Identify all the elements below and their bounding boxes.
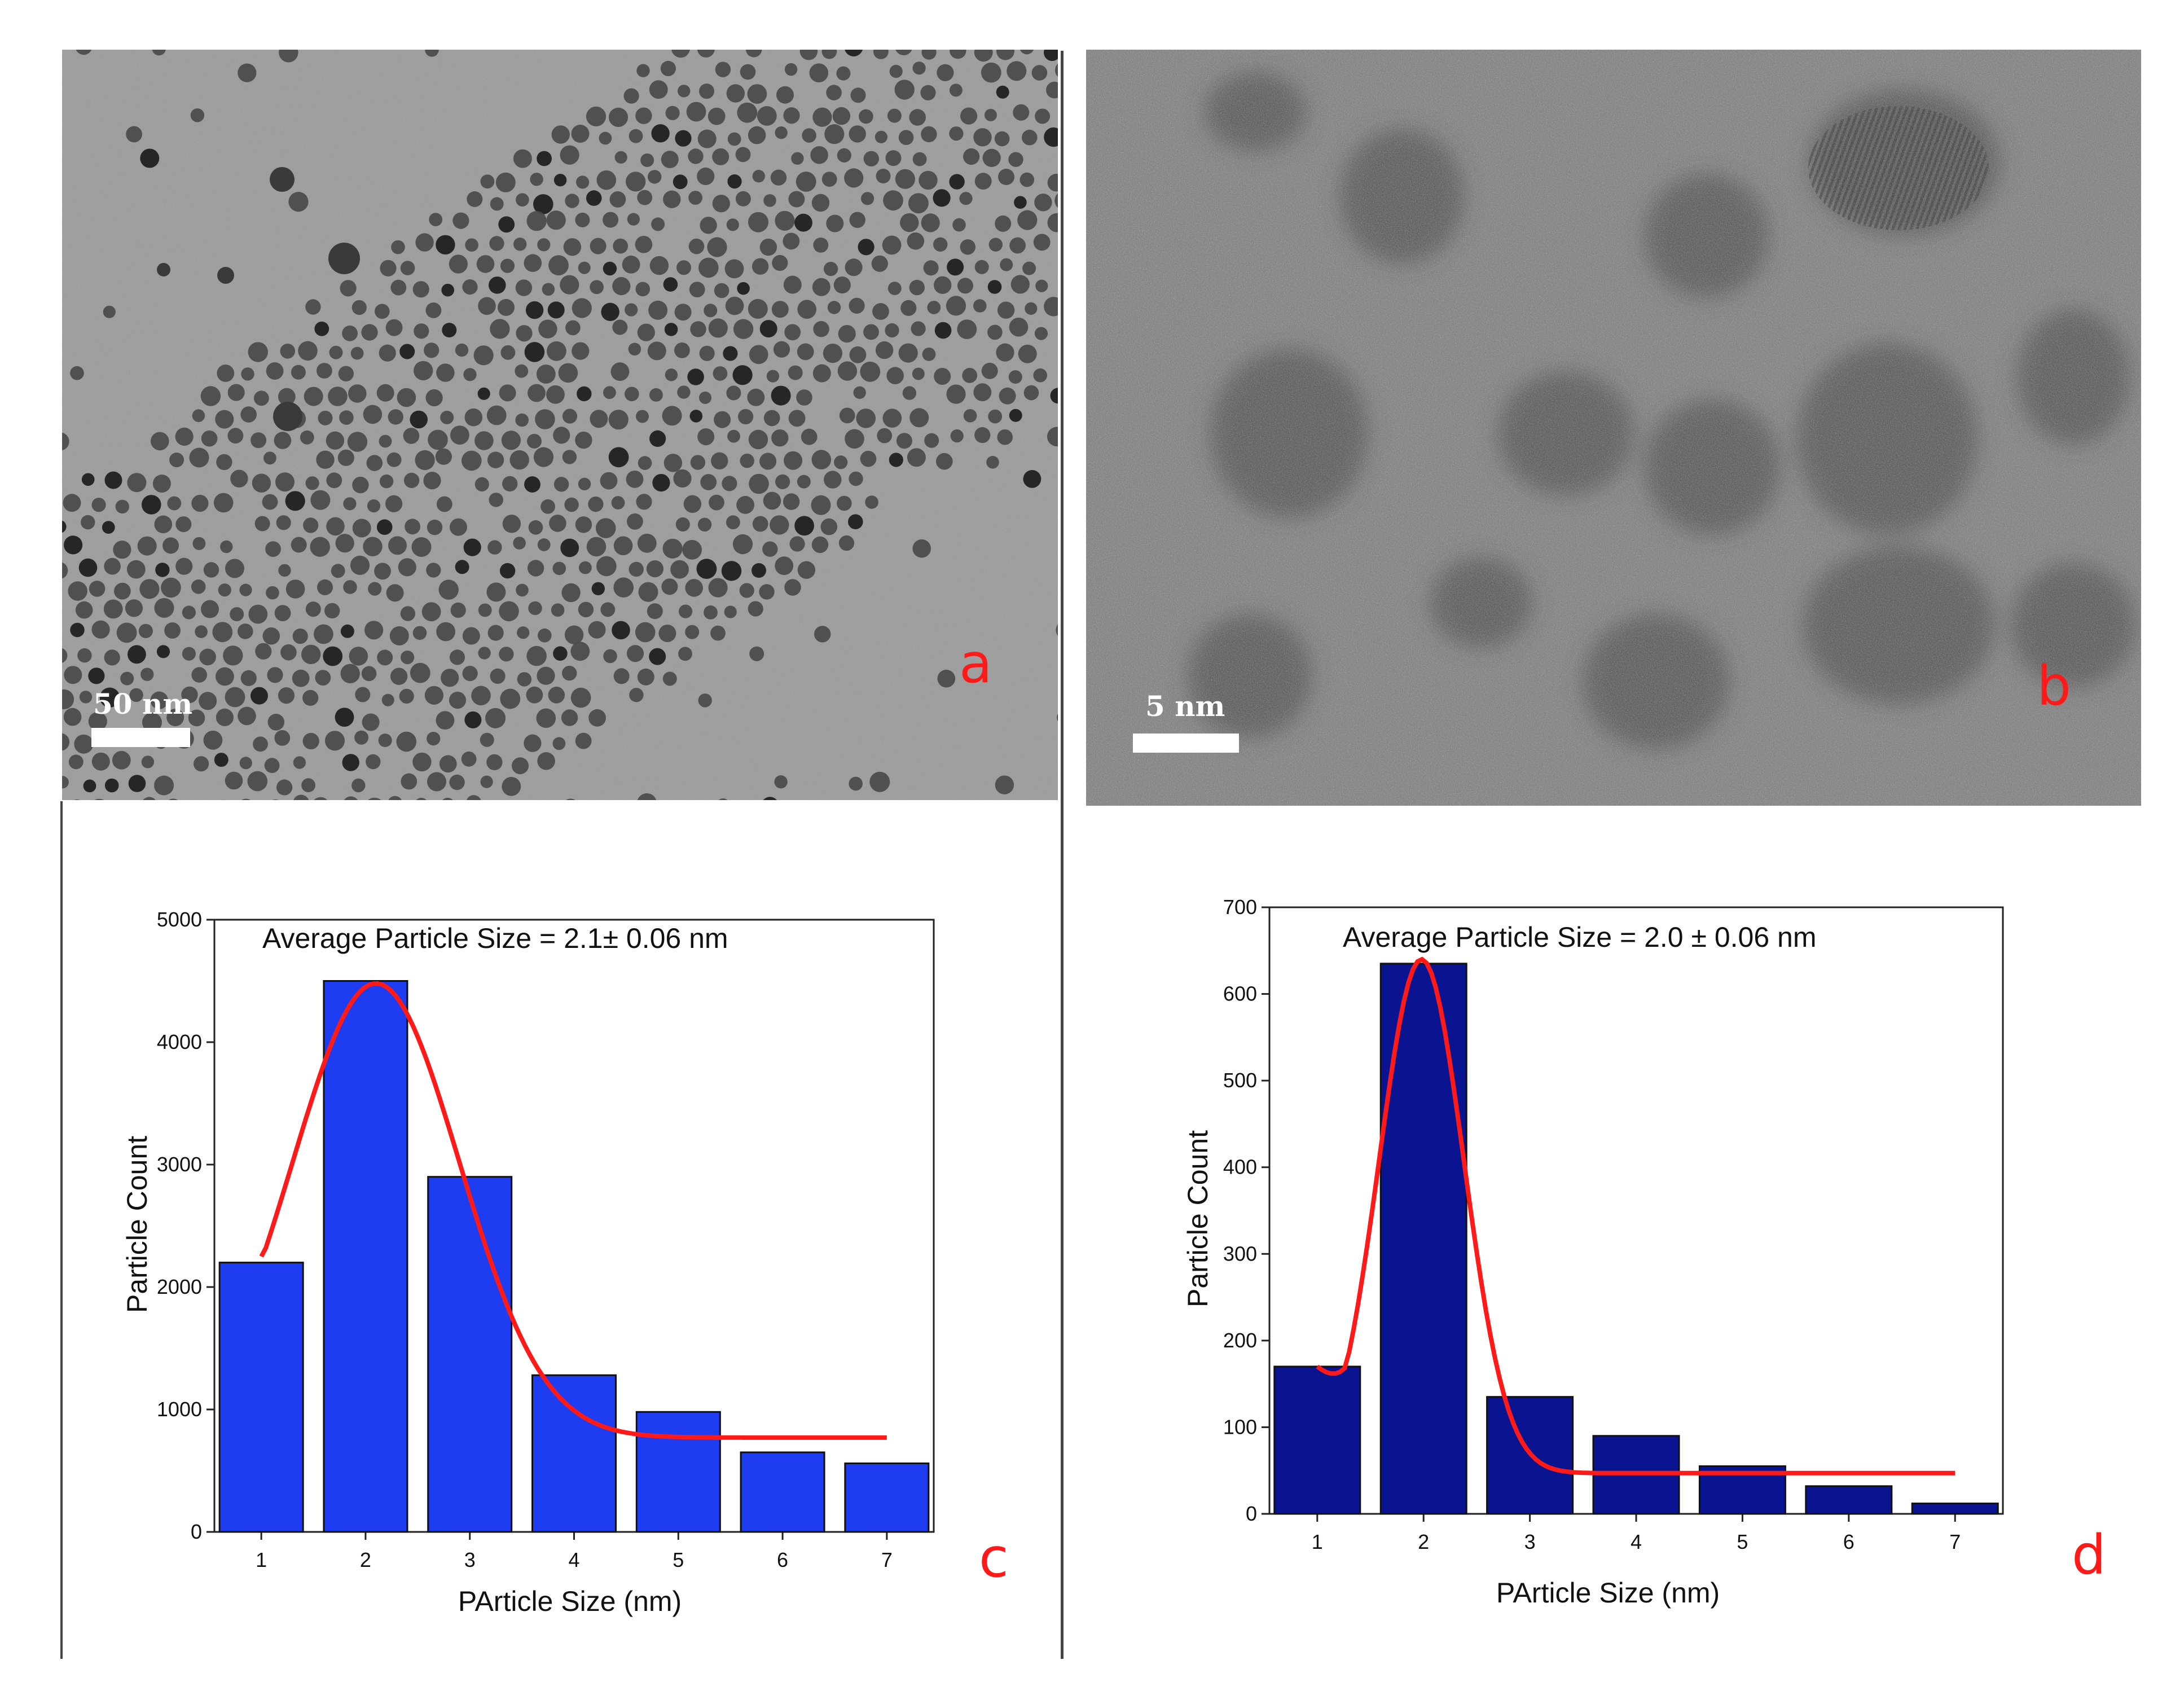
fit-curve bbox=[259, 981, 887, 1440]
histogram-bar-6 bbox=[740, 1451, 825, 1533]
histogram-bar-5 bbox=[635, 1411, 721, 1533]
scale-bar-b bbox=[1133, 734, 1239, 753]
x-tick-label: 3 bbox=[1524, 1530, 1536, 1553]
y-tick-label: 400 bbox=[1223, 1156, 1257, 1179]
chart-frame bbox=[1268, 906, 2004, 1515]
histogram-bar-6 bbox=[1805, 1485, 1893, 1515]
tem-b-noise bbox=[1086, 50, 2141, 806]
fit-curve bbox=[1316, 956, 1956, 1475]
tem-image-a-canvas bbox=[62, 50, 1058, 800]
y-tick-label: 500 bbox=[1223, 1069, 1257, 1092]
panel-letter-a: a bbox=[959, 632, 992, 695]
y-tick-label: 0 bbox=[1246, 1502, 1257, 1525]
y-tick-label: 300 bbox=[1223, 1242, 1257, 1265]
histogram-bar-7 bbox=[1911, 1503, 1999, 1515]
tem-image-b bbox=[1086, 50, 2141, 806]
tem-image-a bbox=[62, 50, 1058, 800]
x-tick-label: 2 bbox=[1418, 1530, 1429, 1553]
panel-letter-d: d bbox=[2072, 1523, 2106, 1587]
y-tick-label: 4000 bbox=[157, 1030, 202, 1053]
x-tick-label: 1 bbox=[256, 1548, 267, 1571]
chart-c-xlabel: PArticle Size (nm) bbox=[458, 1586, 682, 1617]
x-tick-label: 6 bbox=[1843, 1530, 1855, 1553]
y-tick-label: 5000 bbox=[157, 908, 202, 931]
x-tick-label: 4 bbox=[568, 1548, 579, 1571]
histogram-bar-1 bbox=[218, 1262, 304, 1533]
y-tick-label: 2000 bbox=[157, 1275, 202, 1298]
y-tick-label: 600 bbox=[1223, 982, 1257, 1005]
vertical-divider bbox=[1061, 51, 1064, 1659]
y-tick-label: 3000 bbox=[157, 1153, 202, 1176]
tem-image-b-canvas bbox=[1086, 50, 2141, 806]
histogram-bar-4 bbox=[531, 1374, 617, 1533]
histogram-bar-3 bbox=[427, 1176, 513, 1533]
scale-bar-label-a: 50 nm bbox=[93, 687, 193, 721]
y-tick-label: 100 bbox=[1223, 1415, 1257, 1438]
x-tick-label: 5 bbox=[1737, 1530, 1748, 1553]
histogram-d: 0 100 200 300 400 500 600 700 1 2 3 4 5 6 7 Average Pa… bbox=[1174, 875, 2020, 1636]
x-tick-label: 2 bbox=[360, 1548, 371, 1571]
x-tick-label: 5 bbox=[673, 1548, 684, 1571]
x-tick-label: 7 bbox=[881, 1548, 893, 1571]
chart-d-xlabel: PArticle Size (nm) bbox=[1496, 1577, 1720, 1609]
chart-c-annotation: Average Particle Size = 2.1± 0.06 nm bbox=[262, 923, 728, 954]
histogram-bar-7 bbox=[844, 1462, 930, 1533]
x-tick-label: 1 bbox=[1312, 1530, 1323, 1553]
x-tick-label: 4 bbox=[1631, 1530, 1642, 1553]
x-tick-label: 3 bbox=[464, 1548, 476, 1571]
y-tick-label: 1000 bbox=[157, 1398, 202, 1421]
y-tick-label: 0 bbox=[191, 1520, 202, 1543]
chart-d-annotation: Average Particle Size = 2.0 ± 0.06 nm bbox=[1343, 921, 1816, 953]
chart-c-ylabel: Particle Count bbox=[121, 1136, 153, 1313]
nanoparticles bbox=[62, 50, 1058, 800]
chart-d-ylabel: Particle Count bbox=[1182, 1130, 1214, 1307]
scale-bar-a bbox=[91, 728, 190, 747]
x-tick-label: 6 bbox=[777, 1548, 788, 1571]
histogram-c: 0 1000 2000 3000 4000 5000 1 2 3 4 5 6 7 Average Par… bbox=[113, 875, 959, 1636]
panel-letter-c: c bbox=[979, 1526, 1009, 1589]
left-border-line bbox=[60, 801, 63, 1659]
histogram-d-svg: 0 100 200 300 400 500 600 700 1 2 3 4 5 6 7 Average Pa… bbox=[1182, 895, 2004, 1609]
histogram-c-svg: 0 1000 2000 3000 4000 5000 1 2 3 4 5 6 7 Average Par… bbox=[121, 908, 935, 1617]
scale-bar-label-b: 5 nm bbox=[1145, 690, 1225, 723]
y-tick-label: 200 bbox=[1223, 1329, 1257, 1352]
y-tick-label: 700 bbox=[1223, 895, 1257, 919]
histogram-bar-2 bbox=[323, 980, 408, 1533]
x-tick-label: 7 bbox=[1949, 1530, 1961, 1553]
histogram-bar-1 bbox=[1273, 1365, 1361, 1515]
panel-letter-b: b bbox=[2037, 655, 2071, 718]
